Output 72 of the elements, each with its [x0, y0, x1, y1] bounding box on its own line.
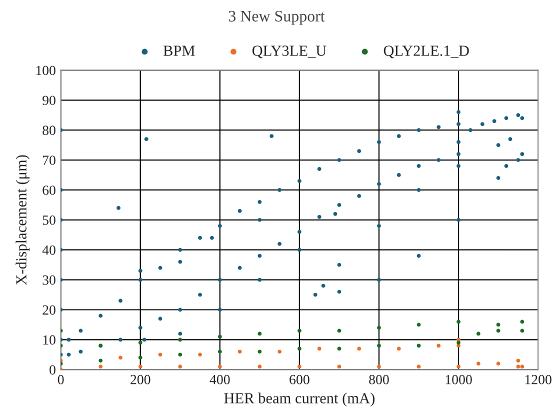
point [297, 328, 302, 333]
legend-label: QLY3LE_U [252, 46, 326, 58]
point [496, 322, 500, 327]
x-tick-label: 1200 [525, 374, 552, 384]
y-axis-title: X-displacement (μm) [16, 155, 30, 285]
x-tick-label: 800 [369, 374, 389, 384]
point [178, 352, 182, 357]
y-tick-label: 70 [42, 156, 56, 165]
point [198, 352, 202, 357]
point [496, 362, 500, 366]
point [138, 364, 142, 369]
legend-label: QLY2LE.1_D [384, 46, 469, 58]
point [416, 322, 421, 327]
legend-label: BPM [163, 46, 195, 56]
point [396, 346, 401, 351]
x-tick-label: 1000 [446, 374, 472, 384]
point [98, 364, 103, 369]
point [416, 364, 421, 369]
y-tick-label: 90 [42, 96, 56, 106]
point [258, 350, 262, 354]
point [456, 320, 460, 324]
point [337, 328, 342, 333]
point [377, 364, 381, 369]
point [138, 340, 142, 345]
point [258, 364, 262, 369]
x-axis-title: HER beam current (mA) [224, 392, 375, 406]
y-tick-label: 40 [42, 245, 56, 255]
point [496, 328, 500, 333]
y-tick-label: 60 [42, 186, 56, 195]
x-tick-label: 200 [130, 374, 150, 384]
point [337, 364, 342, 369]
point [377, 326, 381, 330]
point [218, 364, 222, 369]
point [436, 344, 441, 348]
point [416, 344, 421, 348]
y-tick-label: 0 [50, 365, 56, 375]
point [317, 346, 322, 351]
y-tick-label: 100 [36, 66, 56, 76]
point [297, 346, 302, 351]
point [520, 320, 524, 324]
point [337, 346, 342, 351]
y-tick-label: 80 [42, 126, 56, 136]
point [297, 364, 302, 369]
point [516, 358, 520, 363]
y-tick-label: 20 [42, 305, 56, 315]
point [258, 332, 262, 336]
point [456, 340, 460, 345]
point [520, 328, 524, 333]
point [98, 358, 103, 363]
point [357, 346, 362, 351]
point [520, 364, 524, 369]
point [158, 352, 162, 357]
point [377, 344, 381, 348]
point [218, 350, 222, 354]
y-tick-label: 10 [43, 335, 56, 345]
x-tick-label: 0 [58, 374, 64, 384]
point [178, 338, 182, 342]
chart-title: 3 New Support [228, 10, 325, 25]
point [278, 350, 282, 354]
point [456, 364, 460, 369]
y-tick-label: 30 [42, 275, 56, 285]
point [238, 350, 242, 354]
point [218, 334, 222, 339]
point [516, 364, 520, 369]
y-tick-label: 50 [42, 216, 56, 225]
point [476, 362, 480, 366]
point [476, 332, 480, 336]
x-tick-label: 600 [290, 374, 310, 384]
x-tick-label: 400 [210, 374, 230, 384]
point [138, 356, 142, 360]
point [178, 364, 182, 369]
point [118, 356, 122, 360]
